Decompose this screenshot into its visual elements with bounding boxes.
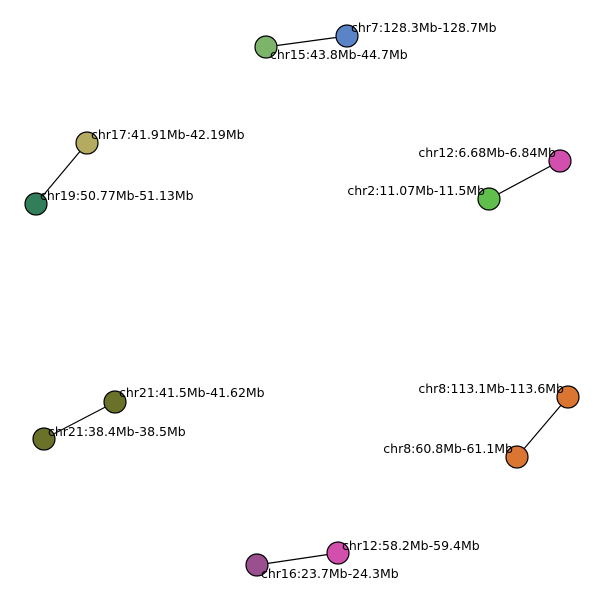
labels-layer: chr7:128.3Mb-128.7Mb chr15:43.8Mb-44.7Mb c… [40,20,564,581]
node-n10 [505,445,529,469]
node-label-n3: chr17:41.91Mb-42.19Mb [91,127,245,142]
node-label-n7: chr21:41.5Mb-41.62Mb [119,385,265,400]
node-label-n8: chr21:38.4Mb-38.5Mb [48,424,186,439]
node-label-n1: chr7:128.3Mb-128.7Mb [351,20,497,35]
node-label-n9: chr8:113.1Mb-113.6Mb [418,381,564,396]
node-n9 [556,385,580,409]
edge-n1-n2 [265,35,348,48]
edge-n5-n6 [488,160,561,200]
edges-layer [35,35,569,566]
node-label-n12: chr16:23.7Mb-24.3Mb [261,566,399,581]
node-n1 [335,24,359,48]
edge-n3-n4 [35,142,88,205]
node-label-n5: chr12:6.68Mb-6.84Mb [418,145,556,160]
edge-n11-n12 [256,552,339,566]
nodes-layer [24,24,580,577]
node-label-n11: chr12:58.2Mb-59.4Mb [342,538,480,553]
node-n8 [32,427,56,451]
edge-n7-n8 [43,401,116,440]
node-label-n2: chr15:43.8Mb-44.7Mb [270,47,408,62]
node-n5 [548,149,572,173]
node-n12 [245,553,269,577]
node-n7 [103,390,127,414]
node-n2 [254,35,278,59]
node-label-n10: chr8:60.8Mb-61.1Mb [383,441,513,456]
node-n6 [477,187,501,211]
node-label-n6: chr2:11.07Mb-11.5Mb [347,183,485,198]
node-n3 [75,131,99,155]
node-label-n4: chr19:50.77Mb-51.13Mb [40,188,194,203]
node-n11 [326,541,350,565]
edge-n9-n10 [516,396,569,458]
node-n4 [24,192,48,216]
